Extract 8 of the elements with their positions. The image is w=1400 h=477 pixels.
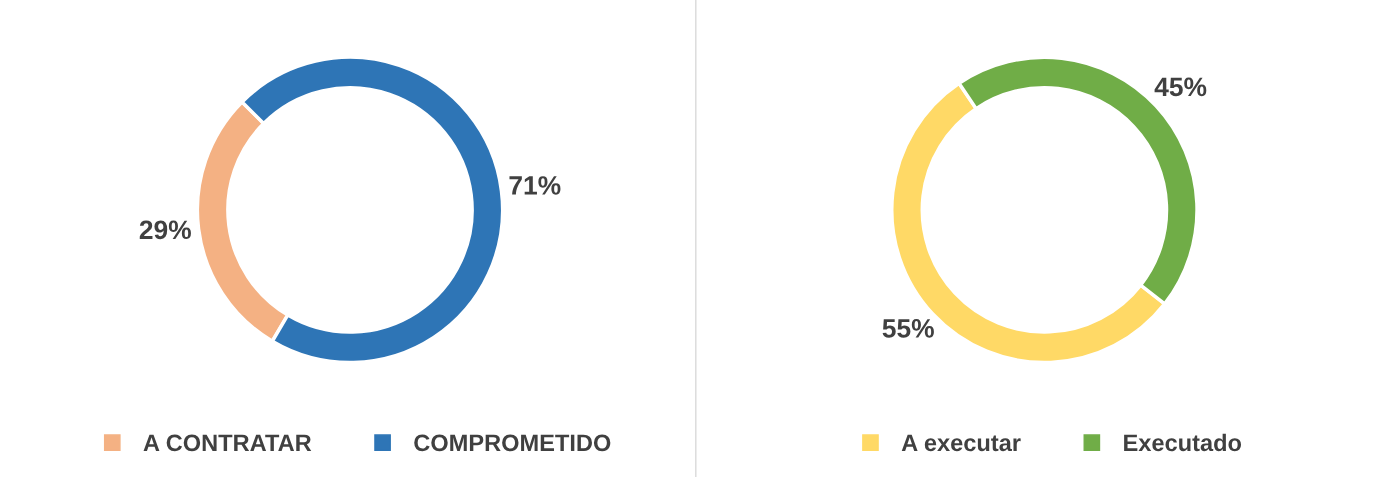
legend-label: A executar	[901, 434, 1021, 452]
legend-label: Executado	[1124, 433, 1242, 452]
data-label: 71%	[509, 176, 561, 195]
data-label: 45%	[1154, 77, 1207, 97]
legend-label: A CONTRATAR	[143, 434, 312, 452]
data-label: 29%	[139, 220, 191, 240]
data-label: 55%	[882, 319, 934, 338]
legend-label: COMPROMETIDO	[414, 434, 611, 452]
